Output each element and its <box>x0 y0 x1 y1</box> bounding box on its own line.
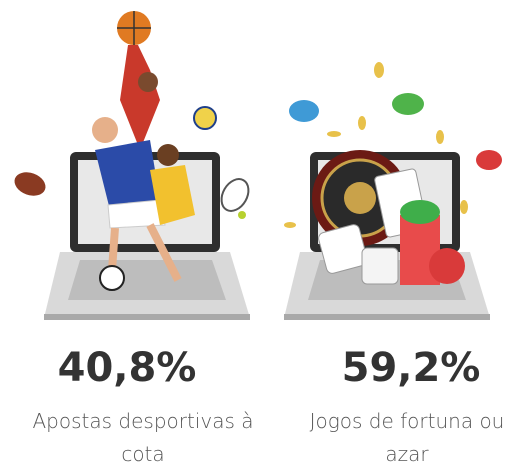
category-label: Apostas desportivas à cota <box>32 409 254 466</box>
soccer-ball <box>99 265 125 291</box>
player-head <box>138 72 158 92</box>
football-player-shirt <box>95 140 160 210</box>
casino-illustration <box>284 62 502 320</box>
category-label: Jogos de fortuna ou azar <box>309 409 505 466</box>
sports-illustration <box>14 11 250 320</box>
percentage: 40,8% <box>57 345 197 391</box>
player-head <box>157 144 179 166</box>
laptop-edge <box>44 314 250 320</box>
coin <box>436 130 444 144</box>
coin <box>358 116 366 130</box>
chip <box>429 248 465 284</box>
volleyball <box>193 106 217 130</box>
coin <box>374 62 384 78</box>
chip <box>289 100 319 122</box>
coin <box>327 131 341 137</box>
player-head <box>92 117 118 143</box>
racket <box>220 178 250 212</box>
shorts <box>107 199 166 229</box>
coin <box>284 222 296 228</box>
basketball-lines <box>117 11 151 45</box>
roulette-center <box>344 182 376 214</box>
tennis-player <box>150 165 195 225</box>
chip <box>476 150 502 170</box>
tennis-ball <box>238 211 246 219</box>
die <box>318 224 368 274</box>
rugby-ball <box>14 172 46 196</box>
coin <box>460 200 468 214</box>
die <box>361 247 399 285</box>
keyboard <box>68 260 226 300</box>
laptop-edge <box>284 314 490 320</box>
chip <box>400 200 440 224</box>
chip <box>392 93 424 115</box>
percentage: 59,2% <box>341 345 481 391</box>
illustrations <box>14 11 502 320</box>
basketball-player <box>120 45 160 150</box>
legs <box>108 223 182 282</box>
